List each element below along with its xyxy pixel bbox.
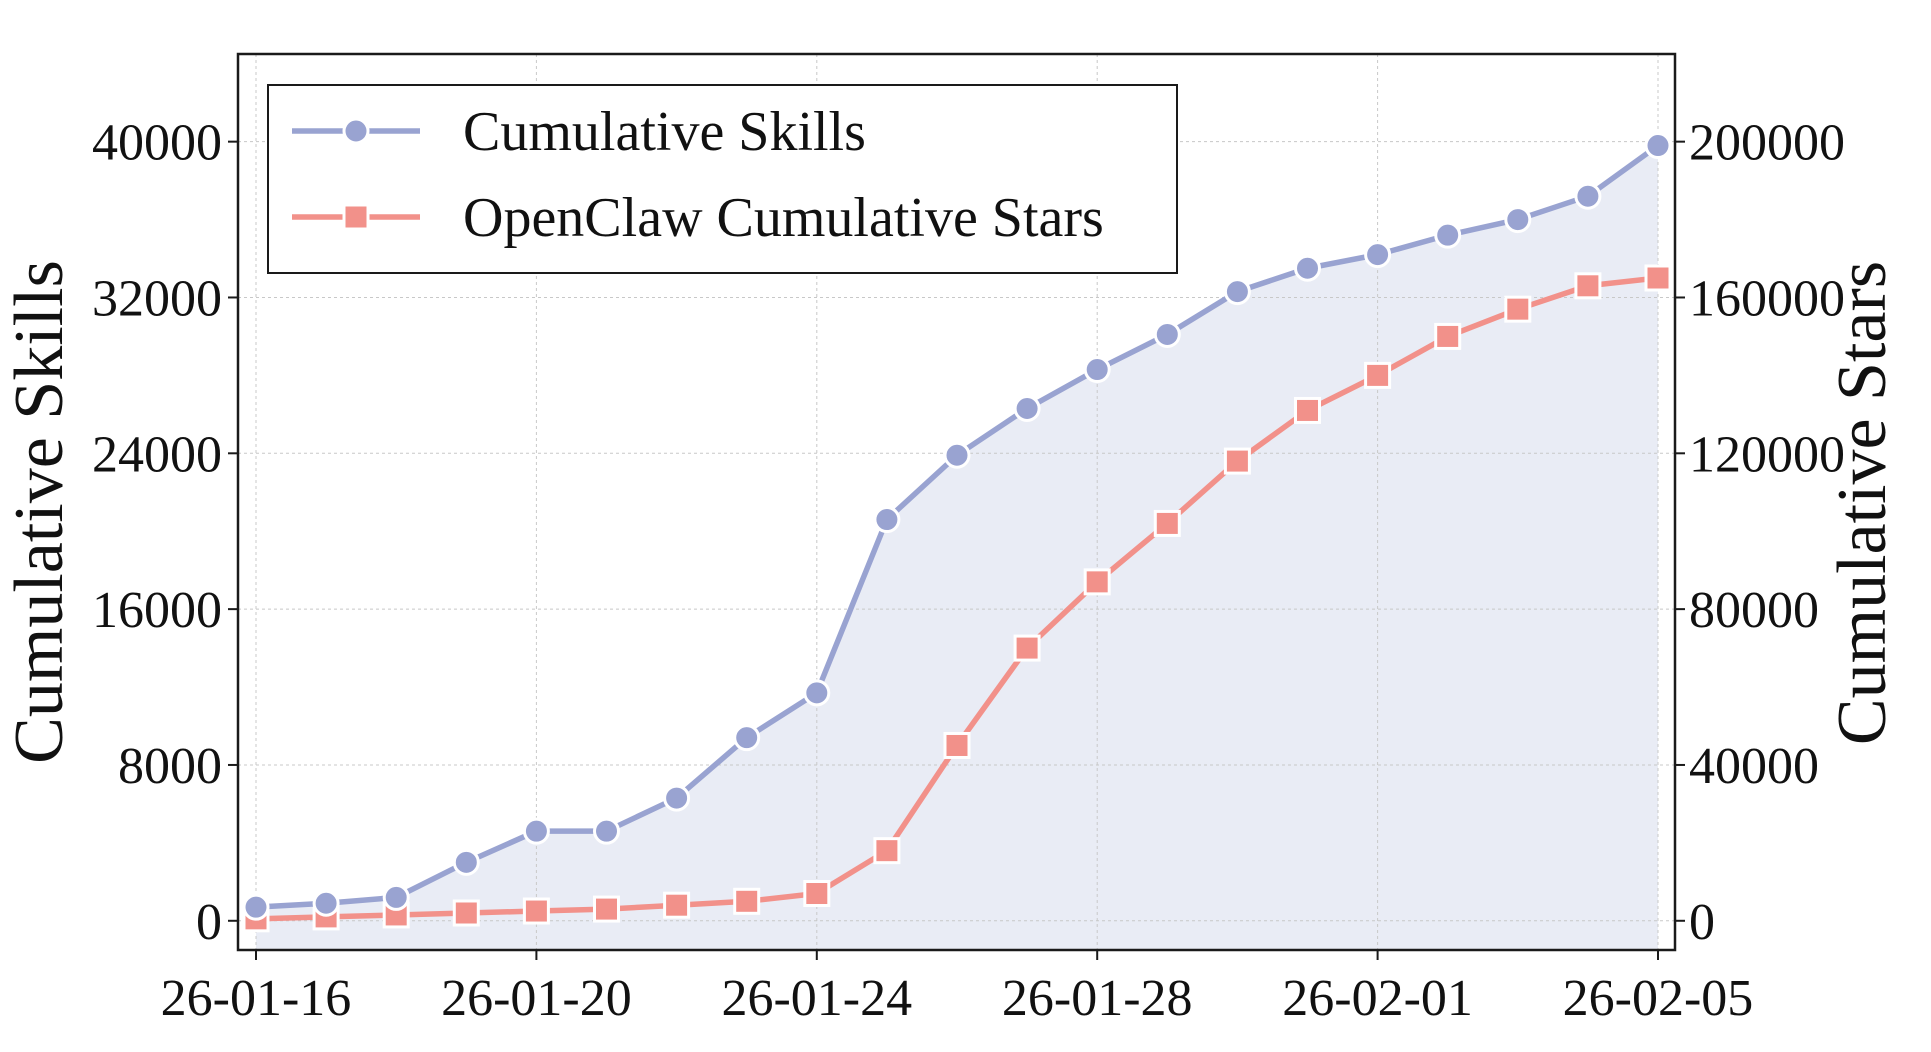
stars-point bbox=[663, 891, 691, 919]
stars-point bbox=[1364, 361, 1392, 389]
skills-point bbox=[733, 724, 761, 752]
stars-point bbox=[1574, 272, 1602, 300]
skills-point bbox=[803, 679, 831, 707]
x-tick-label: 26-01-20 bbox=[441, 970, 632, 1027]
skills-point bbox=[382, 883, 410, 911]
stars-point bbox=[873, 837, 901, 865]
left-axis-ticks: 0 8000 16000 24000 32000 40000 bbox=[92, 115, 238, 951]
right-tick-label: 0 bbox=[1689, 894, 1715, 951]
skills-point bbox=[1574, 182, 1602, 210]
stars-point bbox=[452, 899, 480, 927]
x-tick-label: 26-02-01 bbox=[1282, 970, 1473, 1027]
right-axis-ticks: 0 40000 80000 120000 160000 200000 bbox=[1675, 115, 1845, 951]
stars-point bbox=[1434, 322, 1462, 350]
right-tick-label: 120000 bbox=[1689, 426, 1845, 483]
right-tick-label: 80000 bbox=[1689, 582, 1819, 639]
left-tick-label: 8000 bbox=[118, 738, 222, 795]
stars-point bbox=[803, 880, 831, 908]
left-tick-label: 32000 bbox=[92, 270, 222, 327]
x-tick-label: 26-02-05 bbox=[1563, 970, 1754, 1027]
stars-point bbox=[1223, 447, 1251, 475]
x-tick-label: 26-01-16 bbox=[161, 970, 352, 1027]
left-axis-title: Cumulative Skills bbox=[1, 260, 78, 764]
skills-point bbox=[1013, 395, 1041, 423]
left-tick-label: 24000 bbox=[92, 426, 222, 483]
stars-point bbox=[1153, 509, 1181, 537]
skills-area bbox=[256, 145, 1658, 950]
stars-point bbox=[733, 887, 761, 915]
right-tick-label: 200000 bbox=[1689, 115, 1845, 172]
x-tick-label: 26-01-24 bbox=[721, 970, 912, 1027]
skills-point bbox=[1153, 320, 1181, 348]
stars-point bbox=[1504, 295, 1532, 323]
stars-point bbox=[1083, 568, 1111, 596]
right-tick-label: 160000 bbox=[1689, 270, 1845, 327]
skills-point bbox=[943, 441, 971, 469]
stars-point bbox=[1644, 264, 1672, 292]
legend-items: Cumulative Skills OpenClaw Cumulative Sta… bbox=[292, 101, 1104, 249]
left-tick-label: 40000 bbox=[92, 115, 222, 172]
stars-point bbox=[943, 731, 971, 759]
skills-point bbox=[1223, 278, 1251, 306]
skills-point bbox=[1083, 356, 1111, 384]
stars-point bbox=[1013, 634, 1041, 662]
series bbox=[242, 132, 1672, 933]
skills-area-fill bbox=[256, 145, 1658, 950]
skills-point bbox=[663, 784, 691, 812]
skills-point bbox=[1434, 221, 1462, 249]
legend-swatch-marker bbox=[342, 117, 370, 145]
skills-point bbox=[242, 893, 270, 921]
left-tick-label: 0 bbox=[196, 894, 222, 951]
stars-point bbox=[593, 895, 620, 923]
skills-point bbox=[1294, 254, 1321, 282]
skills-point bbox=[1504, 206, 1532, 234]
legend-label: Cumulative Skills bbox=[463, 101, 866, 163]
grid bbox=[238, 54, 1675, 950]
stars-point bbox=[1294, 396, 1321, 424]
skills-point bbox=[452, 848, 480, 876]
skills-point bbox=[312, 889, 340, 917]
legend-label: OpenClaw Cumulative Stars bbox=[463, 187, 1104, 249]
skills-point bbox=[873, 506, 901, 534]
legend: Cumulative Skills OpenClaw Cumulative Sta… bbox=[267, 84, 1178, 274]
right-axis-title: Cumulative Stars bbox=[1824, 261, 1901, 745]
skills-point bbox=[522, 817, 550, 845]
right-tick-label: 40000 bbox=[1689, 738, 1819, 795]
legend-swatch-marker bbox=[342, 203, 370, 231]
skills-point bbox=[1644, 132, 1672, 160]
stars-point bbox=[522, 897, 550, 925]
legend-item-stars: OpenClaw Cumulative Stars bbox=[292, 187, 1104, 249]
legend-box bbox=[267, 84, 1178, 274]
plot-frame bbox=[236, 52, 1677, 952]
skills-point bbox=[1364, 241, 1392, 269]
legend-item-skills: Cumulative Skills bbox=[292, 101, 866, 163]
skills-series bbox=[242, 132, 1672, 921]
left-tick-label: 16000 bbox=[92, 582, 222, 639]
x-tick-label: 26-01-28 bbox=[1002, 970, 1193, 1027]
x-axis-ticks: 26-01-16 26-01-20 26-01-24 26-01-28 26-02-01… bbox=[161, 950, 1754, 1027]
skills-point bbox=[593, 817, 620, 845]
